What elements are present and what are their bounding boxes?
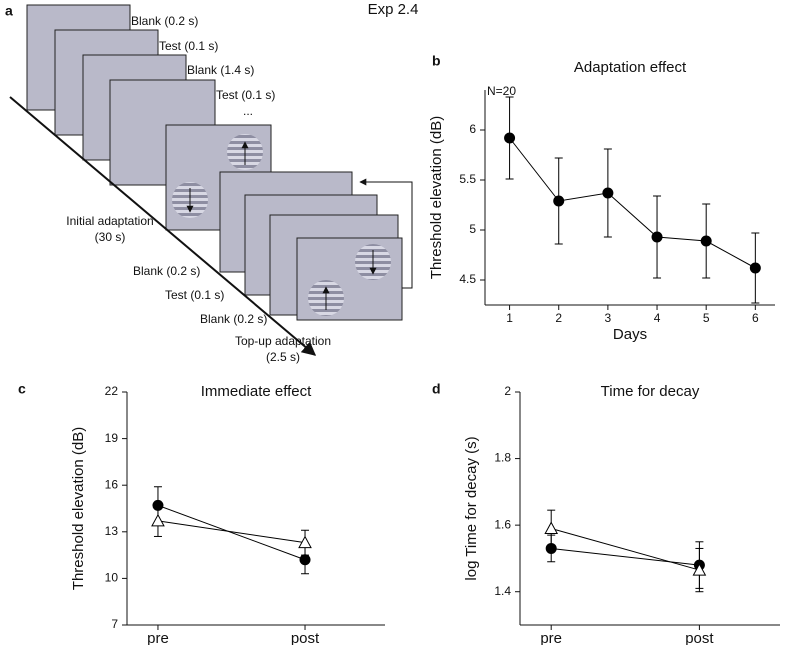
- chart-title: Time for decay: [601, 383, 700, 400]
- x-tick-label: 1: [506, 311, 513, 325]
- x-tick-label: 6: [752, 311, 759, 325]
- panel-label: c: [18, 381, 26, 397]
- frame-label: Initial adaptation: [66, 214, 153, 228]
- y-axis-label: Threshold elevation (dB): [70, 427, 87, 590]
- y-tick-label: 1.8: [494, 451, 511, 465]
- frame-label: (30 s): [95, 230, 126, 244]
- line: [157, 504, 306, 561]
- timeline-arrow: [9, 96, 317, 356]
- y-tick-label: 2: [504, 384, 511, 398]
- diagram: Blank (0.2 s) Test (0.1 s) Blank (1.4 s)…: [9, 4, 413, 364]
- y-tick-label: 1.6: [494, 517, 511, 531]
- x-tick-label: 2: [555, 311, 562, 325]
- y-tick-label: 1.4: [494, 584, 511, 598]
- x-tick-label: pre: [147, 630, 169, 645]
- frame-label: Test (0.1 s): [165, 288, 224, 302]
- chart-title: Adaptation effect: [574, 59, 687, 76]
- panel-label: b: [432, 53, 441, 69]
- x-tick-label: 3: [605, 311, 612, 325]
- chart-title: Immediate effect: [201, 383, 312, 400]
- x-tick-label: 4: [654, 311, 661, 325]
- panel-label: a: [5, 3, 13, 19]
- frame-label: Test (0.1 s): [159, 39, 218, 53]
- point: [602, 187, 614, 199]
- ellipsis: ...: [243, 104, 253, 118]
- panel-label: d: [432, 381, 441, 397]
- y-axis-label: log Time for decay (s): [463, 436, 480, 580]
- figure-title: Exp 2.4: [368, 1, 419, 18]
- point: [553, 195, 565, 207]
- y-axis-label: Threshold elevation (dB): [428, 116, 445, 279]
- point: [545, 542, 557, 554]
- y-tick-label: 5.5: [459, 172, 476, 186]
- line: [551, 547, 700, 566]
- x-tick-label: pre: [540, 630, 562, 645]
- point: [651, 231, 663, 243]
- frame-label: Test (0.1 s): [216, 88, 275, 102]
- y-tick-label: 22: [105, 384, 119, 398]
- frame-label: Blank (0.2 s): [131, 14, 198, 28]
- annotation: N=20: [487, 84, 516, 98]
- line: [157, 520, 306, 544]
- point: [298, 535, 312, 549]
- point: [544, 521, 559, 534]
- point: [692, 563, 707, 576]
- y-tick-label: 5: [469, 222, 476, 236]
- point: [151, 513, 165, 527]
- y-tick-label: 7: [111, 617, 118, 631]
- x-tick-label: post: [291, 630, 320, 645]
- y-tick-label: 10: [105, 571, 119, 585]
- point: [749, 262, 761, 274]
- frame-label: Top-up adaptation: [235, 334, 331, 348]
- y-tick-label: 4.5: [459, 272, 476, 286]
- y-tick-label: 13: [105, 524, 119, 538]
- line: [509, 137, 756, 269]
- loop-arrow: [359, 178, 413, 289]
- point: [299, 554, 311, 566]
- point: [700, 235, 712, 247]
- y-tick-label: 6: [469, 122, 476, 136]
- y-tick-label: 19: [105, 431, 119, 445]
- frame-label: Blank (1.4 s): [187, 63, 254, 77]
- frame-label: (2.5 s): [266, 350, 300, 364]
- x-axis-label: Days: [613, 326, 647, 343]
- x-tick-label: 5: [703, 311, 710, 325]
- point: [504, 132, 516, 144]
- frame-label: Blank (0.2 s): [133, 264, 200, 278]
- frame-label: Blank (0.2 s): [200, 312, 267, 326]
- y-tick-label: 16: [105, 477, 119, 491]
- x-tick-label: post: [685, 630, 714, 645]
- line: [551, 527, 700, 571]
